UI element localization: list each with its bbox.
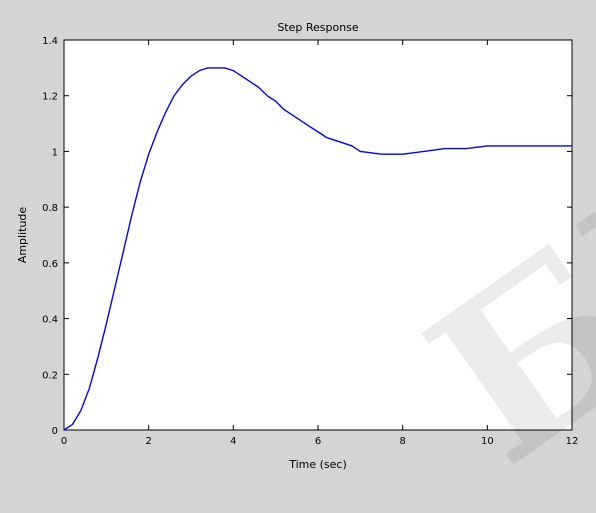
step-response-chart: 0 2 4 6 8 10 12 0 0.2 0.4 0.6 0.8 1 1.2 1.4 Step Respo… [16,21,578,471]
x-tick-label: 4 [230,436,236,447]
y-axis-label: Amplitude [16,207,29,264]
y-tick-label: 0.8 [42,203,58,214]
x-tick-label: 8 [399,436,405,447]
x-tick-label: 6 [315,436,321,447]
plot-area [63,39,573,431]
y-tick-label: 0.2 [42,370,58,381]
x-axis-label: Time (sec) [288,458,347,471]
y-tick-label: 0.6 [42,259,58,270]
y-tick-label: 0 [52,426,58,437]
x-tick-label: 0 [61,436,67,447]
axis-ticks: 0 2 4 6 8 10 12 0 0.2 0.4 0.6 0.8 1 1.2 1.4 [42,36,578,447]
chart-title: Step Response [277,21,359,34]
series-lines [63,67,572,431]
y-tick-label: 1.2 [42,92,58,103]
step-response-line [63,67,572,431]
x-tick-label: 2 [145,436,151,447]
x-tick-label: 10 [481,436,494,447]
y-tick-label: 1 [52,147,58,158]
y-tick-label: 0.4 [42,315,58,326]
x-tick-label: 12 [566,436,579,447]
y-tick-label: 1.4 [42,36,58,47]
figure-window: 0 2 4 6 8 10 12 0 0.2 0.4 0.6 0.8 1 1.2 1.4 Step Respo… [16,21,596,513]
